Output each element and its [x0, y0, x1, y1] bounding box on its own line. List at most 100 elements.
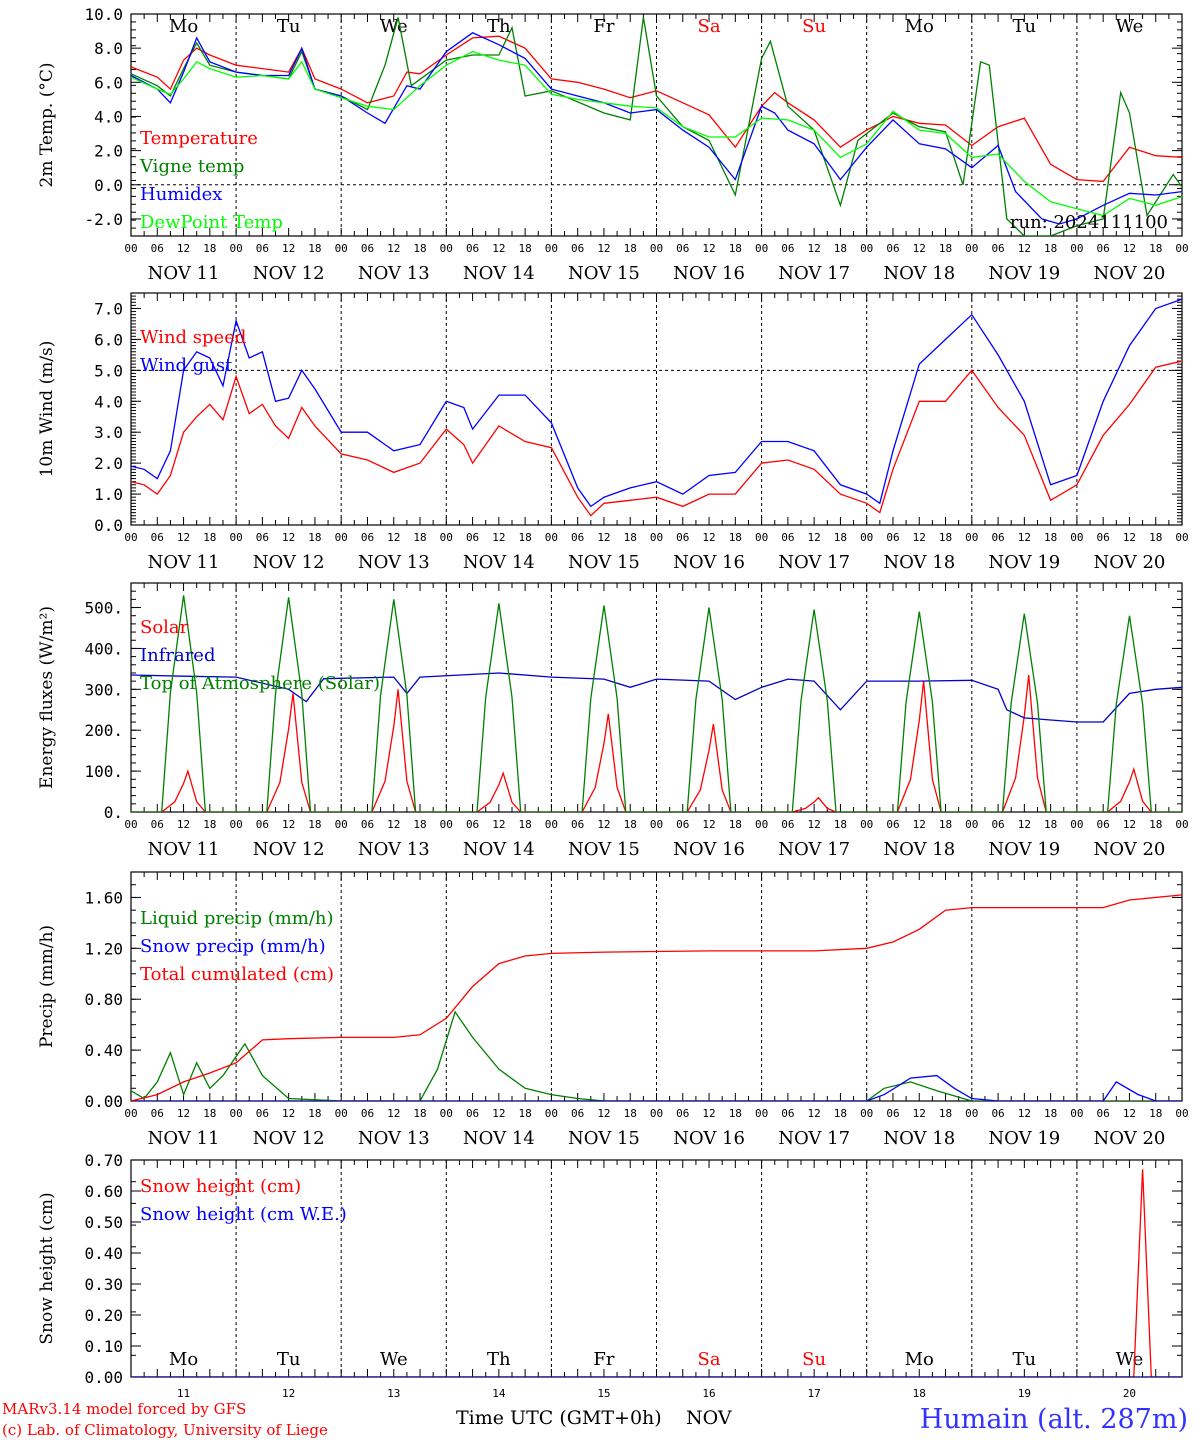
- date-label: NOV 15: [568, 552, 640, 573]
- hour-tick-label: 12: [1018, 531, 1031, 544]
- y-tick-label: 0.30: [84, 1275, 123, 1294]
- date-label: NOV 12: [253, 839, 325, 860]
- y-tick-label: 0.20: [84, 1306, 123, 1325]
- hour-tick-label: 12: [913, 531, 926, 544]
- y-tick-label: 0.80: [84, 990, 123, 1009]
- y-tick-label: 10.0: [84, 5, 123, 24]
- hour-tick-label: 06: [151, 818, 164, 831]
- series-line-vigne-temp: [131, 17, 1182, 236]
- hour-tick-label: 12: [282, 242, 295, 255]
- hour-tick-label: 00: [755, 242, 768, 255]
- hour-tick-label: 18: [939, 242, 952, 255]
- hour-tick-label: 06: [571, 1107, 584, 1120]
- hour-tick-label: 18: [203, 242, 216, 255]
- hour-tick-label: 00: [650, 242, 663, 255]
- hour-tick-label: 12: [492, 242, 505, 255]
- hour-tick-label: 18: [834, 531, 847, 544]
- day-number-label: 14: [492, 1387, 506, 1400]
- hour-tick-label: 00: [860, 531, 873, 544]
- series-line-wind-gust: [131, 298, 1182, 508]
- y-tick-label: 8.0: [94, 39, 123, 58]
- hour-tick-label: 18: [308, 1107, 321, 1120]
- hour-tick-label: 12: [702, 531, 715, 544]
- legend-item: Snow height (cm W.E.): [140, 1204, 347, 1225]
- hour-tick-label: 18: [624, 818, 637, 831]
- y-tick-label: 500.: [84, 599, 123, 618]
- hour-tick-label: 12: [492, 531, 505, 544]
- hour-tick-label: 12: [808, 1107, 821, 1120]
- date-label: NOV 12: [253, 263, 325, 284]
- weekday-label: Tu: [1013, 1349, 1037, 1370]
- hour-tick-label: 12: [177, 531, 190, 544]
- hour-tick-label: 06: [781, 818, 794, 831]
- hour-tick-label: 18: [413, 531, 426, 544]
- run-label: run: 2024111100: [1010, 212, 1168, 233]
- hour-tick-label: 00: [860, 818, 873, 831]
- hour-tick-label: 06: [571, 818, 584, 831]
- weekday-label: Th: [487, 16, 511, 37]
- y-axis-label: Precip (mm/h): [37, 925, 57, 1048]
- hour-tick-label: 00: [1070, 242, 1083, 255]
- legend-item: Wind speed: [140, 327, 246, 348]
- hour-tick-label: 06: [1097, 242, 1110, 255]
- weekday-label: Fr: [593, 1349, 614, 1370]
- hour-tick-label: 18: [413, 242, 426, 255]
- hour-tick-label: 12: [177, 818, 190, 831]
- hour-tick-label: 06: [991, 531, 1004, 544]
- date-label: NOV 15: [568, 839, 640, 860]
- date-label: NOV 19: [988, 552, 1060, 573]
- y-tick-label: 0.0: [94, 516, 123, 535]
- date-label: NOV 18: [883, 552, 955, 573]
- hour-tick-label: 00: [755, 818, 768, 831]
- legend-item: Liquid precip (mm/h): [140, 908, 334, 929]
- hour-tick-label: 12: [702, 242, 715, 255]
- hour-tick-label: 18: [413, 818, 426, 831]
- hour-tick-label: 18: [1149, 818, 1162, 831]
- hour-tick-label: 00: [545, 242, 558, 255]
- date-label: NOV 13: [358, 552, 430, 573]
- y-tick-label: 400.: [84, 639, 123, 658]
- series-line-temperature: [131, 35, 1182, 183]
- hour-tick-label: 18: [939, 531, 952, 544]
- hour-tick-label: 06: [1097, 1107, 1110, 1120]
- legend-item: DewPoint Temp: [140, 212, 283, 233]
- hour-tick-label: 18: [1044, 1107, 1057, 1120]
- hour-tick-label: 00: [335, 1107, 348, 1120]
- series-group: [131, 1169, 1182, 1377]
- hour-tick-label: 06: [781, 242, 794, 255]
- hour-tick-label: 00: [860, 1107, 873, 1120]
- hour-tick-label: 12: [177, 1107, 190, 1120]
- weekday-label: Mo: [905, 1349, 934, 1370]
- hour-tick-label: 18: [203, 818, 216, 831]
- y-tick-label: -2.0: [84, 210, 123, 229]
- date-label: NOV 18: [883, 839, 955, 860]
- hour-tick-label: 12: [702, 818, 715, 831]
- y-tick-label: 0.10: [84, 1337, 123, 1356]
- date-label: NOV 16: [673, 839, 745, 860]
- y-tick-label: 0.00: [84, 1092, 123, 1111]
- hour-tick-label: 12: [597, 242, 610, 255]
- y-tick-label: 0.0: [94, 176, 123, 195]
- series-line-liquid-precip-mm-h-: [131, 1010, 1182, 1101]
- y-tick-label: 100.: [84, 762, 123, 781]
- hour-tick-label: 06: [991, 1107, 1004, 1120]
- meteogram-panels: -2.0 0.0 2.0 4.0 6.0 8.0 10.0 2m Temp. (°C) 00 06…: [37, 5, 1189, 1400]
- hour-tick-label: 00: [755, 1107, 768, 1120]
- legend-item: Infrared: [140, 645, 215, 666]
- date-label: NOV 19: [988, 263, 1060, 284]
- hour-tick-label: 06: [676, 242, 689, 255]
- hour-tick-label: 00: [860, 242, 873, 255]
- hour-tick-label: 12: [1123, 818, 1136, 831]
- y-tick-label: 0.70: [84, 1151, 123, 1170]
- legend-item: Humidex: [140, 184, 222, 205]
- hour-tick-label: 06: [991, 818, 1004, 831]
- y-tick-label: 2.0: [94, 454, 123, 473]
- series-line-dewpoint-temp: [131, 50, 1182, 217]
- date-label: NOV 14: [463, 1128, 535, 1149]
- y-tick-label: 4.0: [94, 392, 123, 411]
- weekday-label: Tu: [1013, 16, 1037, 37]
- hour-tick-label: 00: [335, 242, 348, 255]
- hour-tick-label: 18: [624, 1107, 637, 1120]
- y-axis-label: 10m Wind (m/s): [37, 341, 57, 478]
- panel-wind: 0.0 1.0 2.0 3.0 4.0 5.0 6.0 7.0 10m Wind (m/s) 00…: [37, 292, 1189, 573]
